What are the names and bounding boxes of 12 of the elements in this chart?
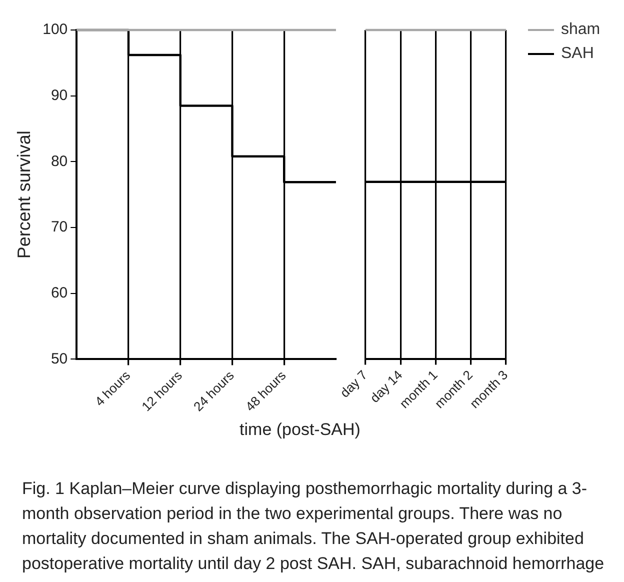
legend-label: sham [561, 20, 600, 40]
legend-label: SAH [561, 44, 594, 64]
y-tick-label: 100 [42, 21, 68, 38]
x-tick-label: day 7 [337, 367, 370, 400]
x-axis-title: time (post-SAH) [240, 420, 360, 440]
y-axis-title: Percent survival [14, 130, 34, 259]
y-tick-label: 70 [50, 218, 68, 236]
caption: Fig. 1 Kaplan–Meier curve displaying posthemorrhagic mortality during a 3-month observation period in the two experimental groups. There was no mortality documented in sham animals. The SAH-operated group exhibited postoperative mortality until day 2 post SAH. SAH, subarachnoid hemorrhage [22, 478, 606, 575]
y-tick-label: 80 [50, 152, 68, 170]
y-tick-label: 90 [50, 86, 68, 104]
y-tick-label: 60 [50, 284, 68, 302]
y-tick-label: 50 [50, 350, 68, 368]
